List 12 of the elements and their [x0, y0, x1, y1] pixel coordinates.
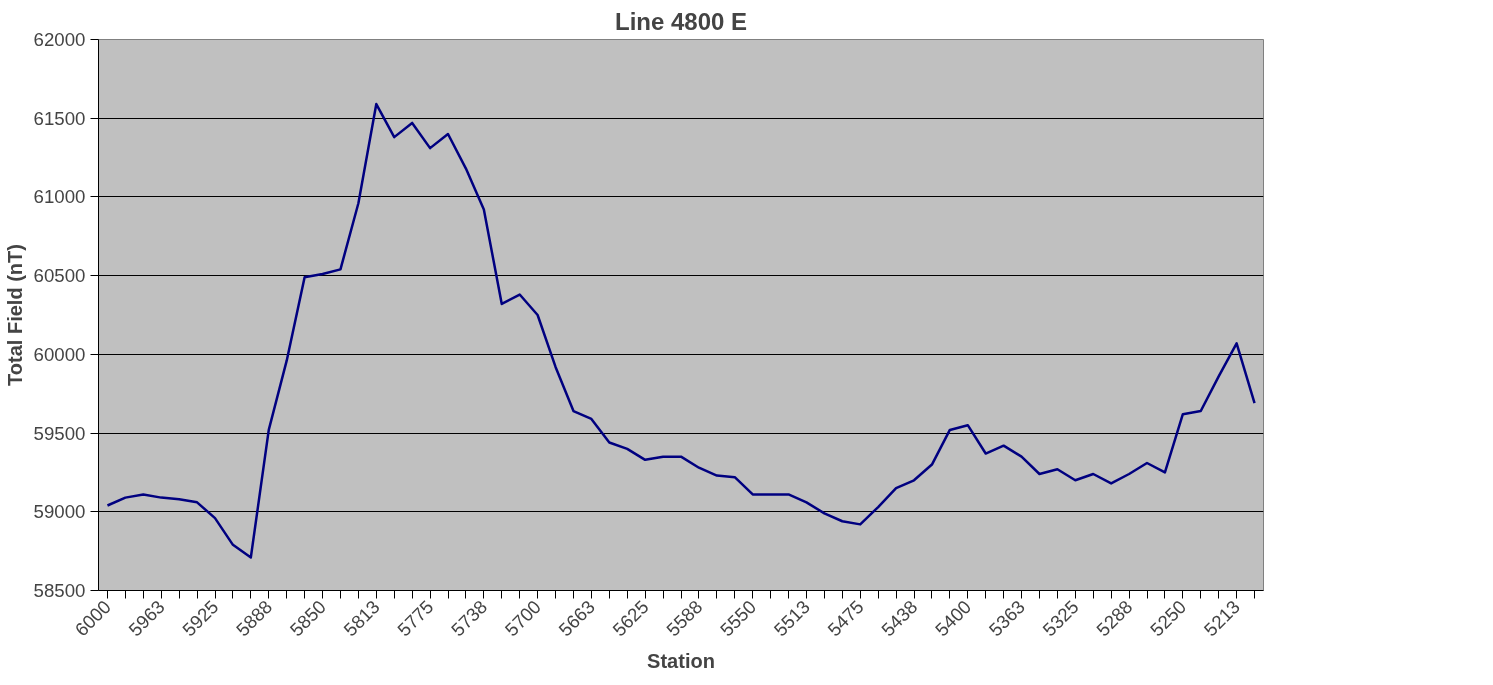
y-tick-label: 61500 — [33, 107, 86, 129]
y-tick-label: 59500 — [33, 422, 86, 444]
line-series — [106, 102, 1256, 559]
y-axis-title: Total Field (nT) — [3, 244, 26, 386]
y-tick-label: 58500 — [33, 580, 86, 601]
y-tick-label: 62000 — [33, 29, 86, 50]
y-tick-label: 60000 — [33, 343, 86, 365]
x-axis-title: Station — [647, 650, 715, 673]
chart-title: Line 4800 E — [614, 7, 748, 35]
y-tick-label: 59000 — [33, 501, 86, 523]
y-tick-label: 61000 — [33, 186, 86, 208]
y-tick-label: 60500 — [33, 265, 86, 287]
